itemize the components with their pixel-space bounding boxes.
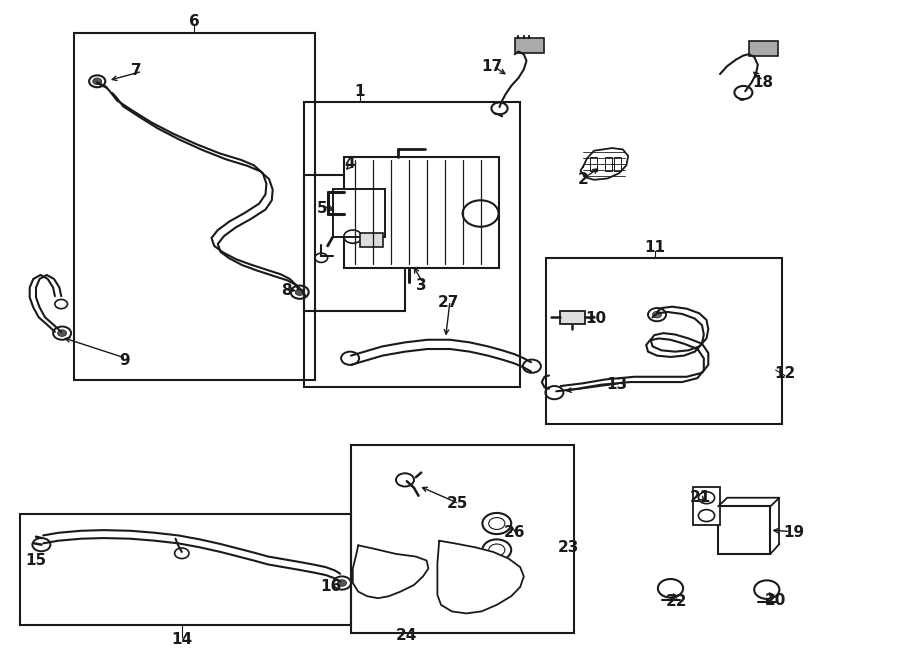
Bar — [590, 157, 597, 171]
Text: 14: 14 — [171, 633, 193, 647]
Text: 26: 26 — [504, 525, 526, 539]
Bar — [304, 102, 520, 387]
Text: 11: 11 — [644, 241, 666, 255]
Text: 8: 8 — [281, 283, 292, 297]
Text: 23: 23 — [558, 540, 580, 555]
Bar — [20, 514, 351, 625]
Text: 17: 17 — [481, 59, 502, 73]
Text: 9: 9 — [119, 353, 130, 368]
Bar — [693, 487, 720, 525]
Text: 12: 12 — [774, 366, 796, 381]
Text: 25: 25 — [446, 496, 468, 511]
Bar — [749, 41, 778, 56]
Circle shape — [652, 311, 662, 318]
Text: 27: 27 — [437, 295, 459, 310]
Circle shape — [93, 78, 102, 85]
Bar — [515, 38, 544, 53]
Bar — [74, 33, 315, 380]
Text: 18: 18 — [752, 75, 774, 90]
Text: 3: 3 — [416, 278, 427, 293]
Bar — [304, 175, 405, 311]
Bar — [718, 506, 770, 554]
Text: 15: 15 — [25, 553, 47, 568]
Bar — [344, 157, 499, 268]
Polygon shape — [580, 148, 628, 180]
Text: 16: 16 — [320, 580, 342, 594]
Polygon shape — [353, 545, 428, 598]
Bar — [351, 445, 574, 633]
Text: 2: 2 — [578, 173, 589, 187]
Text: 10: 10 — [585, 311, 607, 326]
Text: 19: 19 — [783, 525, 805, 539]
Text: 1: 1 — [355, 84, 365, 98]
Text: 5: 5 — [317, 201, 328, 215]
Text: 7: 7 — [131, 63, 142, 78]
Polygon shape — [437, 541, 524, 613]
Text: 24: 24 — [396, 629, 418, 643]
Text: 22: 22 — [666, 594, 688, 609]
Circle shape — [58, 330, 67, 336]
Circle shape — [338, 580, 346, 586]
Bar — [360, 233, 383, 247]
Text: 4: 4 — [344, 157, 355, 171]
Text: 20: 20 — [765, 593, 787, 607]
Text: 21: 21 — [689, 490, 711, 504]
Text: 6: 6 — [189, 14, 200, 28]
Bar — [546, 258, 782, 424]
Text: 13: 13 — [606, 377, 627, 392]
Bar — [560, 311, 585, 324]
Circle shape — [295, 289, 304, 295]
Bar — [614, 157, 621, 171]
Bar — [333, 189, 385, 237]
Bar — [605, 157, 612, 171]
